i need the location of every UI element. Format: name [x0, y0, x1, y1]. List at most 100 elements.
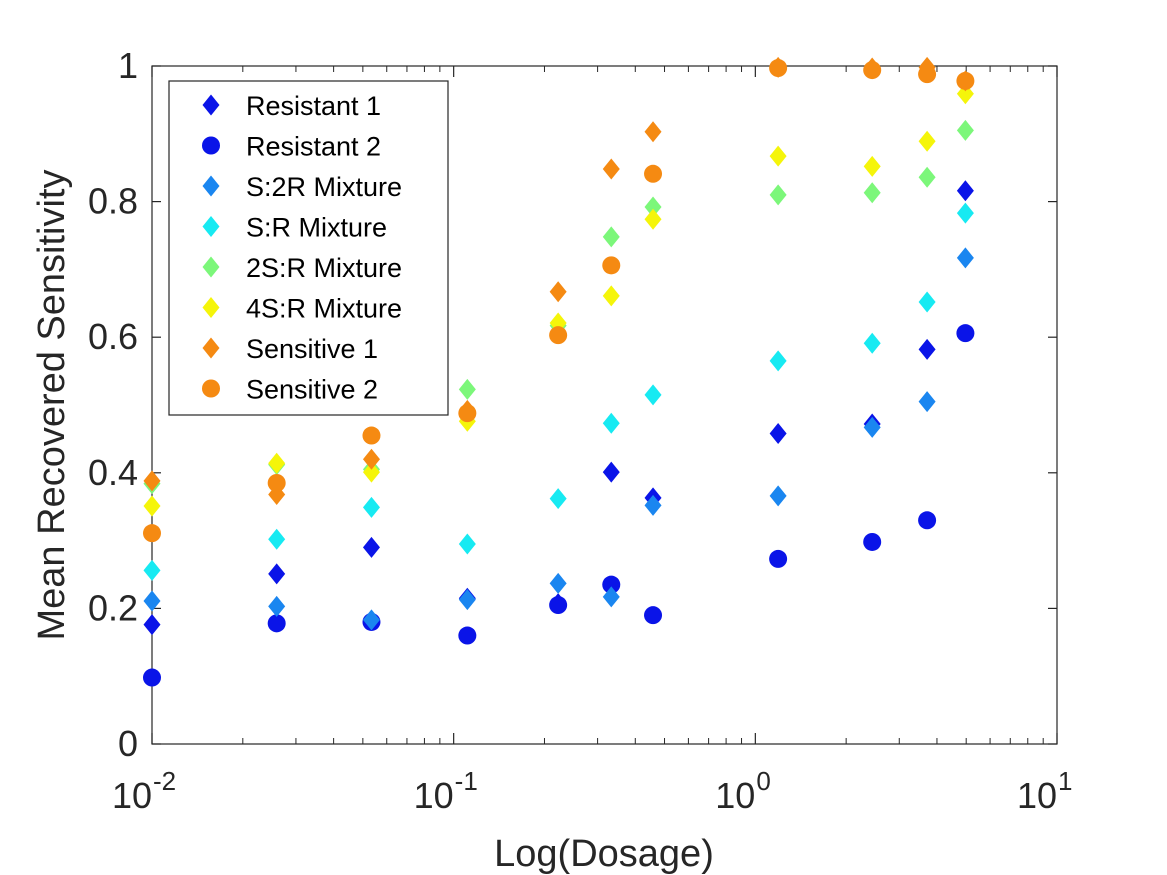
data-point: [268, 595, 286, 617]
series-s-2r-mixture: [143, 247, 974, 631]
series-4s-r-mixture: [143, 83, 974, 517]
data-point: [863, 532, 882, 551]
y-tick-label: 0.4: [88, 452, 138, 493]
x-axis-title: Log(Dosage): [494, 833, 714, 875]
data-markers: [143, 56, 975, 687]
x-tick-label-base: 10: [1017, 775, 1057, 816]
legend-label: Resistant 2: [246, 132, 381, 162]
data-point: [602, 586, 620, 608]
x-tick-label-exponent: -2: [153, 766, 176, 796]
data-point: [644, 606, 663, 625]
data-point: [863, 182, 881, 204]
x-tick-label: 10 0: [715, 766, 771, 816]
data-point: [644, 494, 662, 516]
x-tick-label-exponent: 1: [1058, 766, 1072, 796]
data-point: [863, 416, 881, 438]
data-point: [769, 350, 787, 372]
data-point: [143, 559, 161, 581]
data-point: [458, 589, 476, 611]
axis-ticks: [151, 65, 1058, 745]
data-point: [769, 59, 788, 78]
data-point: [549, 596, 568, 615]
data-point: [956, 202, 974, 224]
legend-label: S:2R Mixture: [246, 172, 402, 202]
y-tick-label: 0.8: [88, 181, 138, 222]
x-tick-label: 10 -1: [414, 766, 478, 816]
x-tick-label-exponent: 0: [756, 766, 770, 796]
legend-marker: [202, 379, 220, 398]
data-point: [602, 226, 620, 248]
legend-entry: S:R Mixture: [202, 213, 387, 243]
data-point: [602, 461, 620, 483]
legend-marker: [202, 337, 220, 359]
legend-box: [168, 80, 449, 416]
data-point: [458, 404, 477, 423]
legend-label: Resistant 1: [246, 91, 381, 121]
legend-label: 4S:R Mixture: [246, 294, 402, 324]
data-point: [362, 426, 381, 445]
data-point: [268, 452, 286, 474]
data-point: [458, 626, 477, 645]
legend-marker: [202, 175, 220, 197]
data-point: [549, 488, 567, 510]
data-point: [918, 130, 936, 152]
legend-label: Sensitive 2: [246, 375, 378, 405]
data-point: [918, 511, 937, 530]
x-tick-label-base: 10: [414, 775, 454, 816]
legend-entry: 4S:R Mixture: [202, 294, 402, 324]
data-point: [549, 326, 568, 345]
legend-marker: [202, 256, 220, 278]
data-point: [143, 590, 161, 612]
data-point: [918, 166, 936, 188]
data-point: [956, 119, 974, 141]
data-point: [268, 528, 286, 550]
data-point: [644, 121, 662, 143]
y-axis-title: Mean Recovered Sensitivity: [31, 170, 73, 641]
y-tick-label: 0.2: [88, 587, 138, 628]
data-point: [769, 145, 787, 167]
y-tick-label: 0.6: [88, 316, 138, 357]
legend-marker: [202, 216, 220, 237]
data-point: [458, 533, 476, 555]
data-point: [644, 164, 663, 183]
legend-label: 2S:R Mixture: [246, 253, 402, 283]
legend-marker: [202, 94, 220, 116]
data-point: [362, 448, 380, 470]
data-point: [458, 378, 476, 400]
data-point: [602, 285, 620, 307]
data-point: [918, 338, 936, 360]
x-tick-label-base: 10: [112, 775, 152, 816]
data-point: [362, 461, 380, 483]
data-point: [268, 563, 286, 585]
data-point: [143, 668, 161, 687]
x-tick-label: 10 -2: [112, 766, 176, 816]
data-point: [267, 614, 286, 633]
y-tick-label: 1: [118, 45, 138, 86]
data-point: [956, 324, 975, 343]
data-point: [918, 291, 936, 313]
data-point: [549, 281, 567, 303]
data-point: [362, 609, 380, 631]
data-point: [602, 158, 620, 180]
legend-entry: Sensitive 2: [202, 375, 378, 405]
data-point: [956, 180, 974, 202]
data-point: [143, 495, 161, 517]
legend-entry: 2S:R Mixture: [202, 253, 402, 283]
data-point: [918, 391, 936, 413]
x-tick-label-base: 10: [715, 775, 755, 816]
legend-label: Sensitive 1: [246, 334, 378, 364]
data-point: [769, 485, 787, 507]
data-point: [644, 208, 662, 230]
series-s-r-mixture: [143, 202, 974, 581]
data-point: [644, 196, 662, 218]
data-point: [769, 549, 788, 568]
data-point: [863, 61, 882, 80]
data-point: [769, 184, 787, 206]
x-tick-label: 10 1: [1017, 766, 1073, 816]
legend-label: S:R Mixture: [246, 213, 387, 243]
legend: Resistant 1 Resistant 2 S:2R Mixture S:R Mi…: [168, 80, 449, 416]
legend-marker: [202, 297, 220, 318]
data-point: [362, 496, 380, 518]
